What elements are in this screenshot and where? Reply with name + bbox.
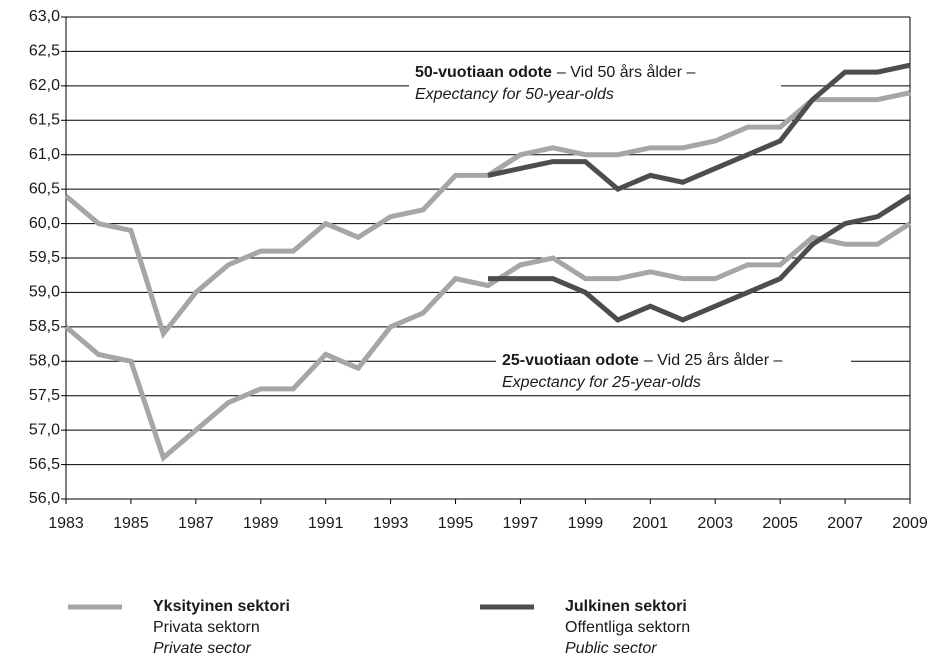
x-tick-label: 1985 [113, 515, 149, 532]
x-tick-label: 2005 [762, 515, 798, 532]
annotation-box [409, 59, 781, 107]
annotation-text: 50-vuotiaan odote – Vid 50 års ålder – [415, 63, 695, 81]
y-tick-label: 59,0 [29, 284, 60, 301]
x-tick-label: 2009 [892, 515, 928, 532]
legend-line: Offentliga sektorn [565, 619, 690, 636]
x-tick-label: 1997 [503, 515, 539, 532]
y-tick-label: 62,0 [29, 77, 60, 94]
y-tick-label: 58,0 [29, 353, 60, 370]
annotation-plain: – Vid 50 års ålder – [557, 63, 696, 81]
y-tick-label: 58,5 [29, 318, 60, 335]
x-tick-label: 1993 [373, 515, 409, 532]
legend-line: Private sector [153, 640, 251, 657]
annotation-bold: 25-vuotiaan odote [502, 352, 639, 369]
y-tick-label: 61,5 [29, 112, 60, 129]
y-tick-label: 61,0 [29, 146, 60, 163]
series-line [487, 62, 911, 193]
y-tick-label: 63,0 [29, 8, 60, 25]
x-tick-label: 1987 [178, 515, 214, 532]
y-tick-label: 56,0 [29, 490, 60, 507]
x-tick-label: 2007 [827, 515, 863, 532]
y-tick-label: 57,0 [29, 421, 60, 438]
y-tick-label: 57,5 [29, 387, 60, 404]
y-tick-label: 56,5 [29, 456, 60, 473]
y-tick-label: 59,5 [29, 249, 60, 266]
annotation-text: 25-vuotiaan odote – Vid 25 års ålder – [502, 351, 782, 369]
annotation-box [496, 347, 851, 395]
x-tick-label: 2001 [633, 515, 669, 532]
x-tick-label: 1991 [308, 515, 344, 532]
annotation-italic: Expectancy for 50-year-olds [415, 86, 614, 103]
annotation-plain: – Vid 25 års ålder – [644, 351, 783, 369]
y-tick-label: 60,5 [29, 180, 60, 197]
legend-line: Privata sektorn [153, 619, 260, 636]
x-tick-label: 2003 [697, 515, 733, 532]
series-line [64, 90, 911, 340]
legend-line: Public sector [565, 640, 657, 657]
x-tick-label: 1995 [438, 515, 474, 532]
x-tick-label: 1999 [568, 515, 604, 532]
x-tick-label: 1989 [243, 515, 279, 532]
annotation-bold: 50-vuotiaan odote [415, 64, 552, 81]
annotation-italic: Expectancy for 25-year-olds [502, 374, 701, 391]
series-line [488, 193, 912, 323]
legend-name: Yksityinen sektori [153, 598, 290, 615]
legend-name: Julkinen sektori [565, 598, 687, 615]
x-tick-label: 1983 [48, 515, 84, 532]
y-tick-label: 62,5 [29, 43, 60, 60]
series-line [64, 221, 912, 462]
y-tick-label: 60,0 [29, 215, 60, 232]
